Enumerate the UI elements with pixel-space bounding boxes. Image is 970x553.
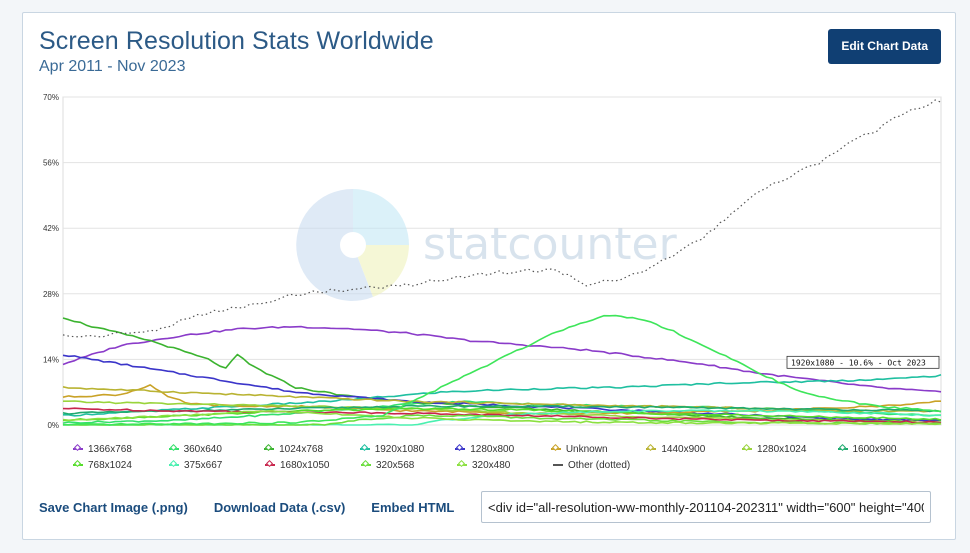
series-line-360x640 [62,400,942,424]
y-tick-label: 14% [43,355,59,364]
legend-label: 768x1024 [88,459,132,471]
legend-label: 1366x768 [88,443,132,455]
legend-item[interactable]: 1366x768 [73,444,169,455]
tooltip-text: 1920x1080 - 10.6% - Oct 2023 [791,358,926,367]
legend-swatch [265,464,275,466]
legend-swatch [457,464,467,466]
chart-legend: 1366x768 360x640 1024x768 1920x1080 1280x800… [73,441,933,473]
embed-html-link[interactable]: Embed HTML [371,499,455,515]
embed-code-input[interactable] [481,491,931,523]
chart-card: Screen Resolution Stats Worldwide Apr 20… [22,12,956,540]
y-tick-label: 70% [43,93,59,102]
legend-item[interactable]: 1024x768 [264,444,360,455]
legend-item[interactable]: 360x640 [168,443,265,455]
legend-swatch [361,464,371,466]
legend-row: 768x1024 375x667 1680x1050 320x568 320x480 Ot… [73,457,933,473]
series-line-1366x768 [62,325,942,393]
legend-swatch [73,448,83,450]
series-line-768x1024 [62,407,942,422]
series-line-360x800-green-hump [62,314,942,426]
series-line-320x568 [62,414,942,426]
watermark-slice [296,188,373,301]
save-chart-image-link[interactable]: Save Chart Image (.png) [39,499,188,515]
legend-swatch [73,464,83,466]
watermark-text: statcounter [423,219,678,270]
series-line-1680x1050 [62,407,942,424]
watermark-slice [353,189,409,245]
legend-label: 375x667 [184,459,223,471]
series-line-other-dotted [62,99,942,338]
watermark-hole [340,232,366,258]
legend-label: 320x480 [472,459,511,471]
hover-tooltip: 1920x1080 - 10.6% - Oct 2023 [786,355,940,369]
legend-label: 1600x900 [852,443,897,455]
download-data-link[interactable]: Download Data (.csv) [213,499,346,515]
legend-item[interactable]: 1920x1080 [359,443,456,455]
legend-label: Other (dotted) [568,459,631,471]
chart-footer: Save Chart Image (.png) Download Data (.… [39,489,939,525]
legend-item[interactable]: 1680x1050 [265,460,361,471]
legend-item[interactable]: 1280x800 [455,444,551,455]
legend-item[interactable]: 320x568 [361,460,457,471]
legend-label: 1440x900 [661,443,706,455]
legend-swatch [169,464,179,466]
legend-item[interactable]: Unknown [550,443,647,455]
legend-item[interactable]: 1440x900 [646,444,742,455]
y-tick-label: 28% [43,290,59,299]
legend-label: 1920x1080 [374,443,425,455]
plot-frame [62,96,942,426]
legend-item[interactable]: 1280x1024 [741,443,838,455]
legend-swatch [646,448,657,450]
y-tick-label: 56% [43,159,59,168]
legend-swatch [741,448,752,450]
series-line-1440x900 [62,386,942,413]
legend-item[interactable]: 320x480 [457,460,553,471]
legend-swatch [550,448,561,450]
y-tick-label: 0% [47,421,59,430]
legend-swatch [168,448,179,450]
series-line-320x480 [62,410,942,426]
series-line-1600x900 [62,404,942,415]
legend-label: 360x640 [183,443,222,455]
series-line-1280x800 [62,354,942,422]
series-line-1280x1024 [63,400,942,424]
legend-label: 1280x1024 [756,443,807,455]
statcounter-watermark: statcounter [296,188,678,301]
legend-item[interactable]: 375x667 [169,460,265,471]
series-line-375x667 [62,409,942,426]
legend-item[interactable]: Other (dotted) [553,460,649,471]
y-tick-label: 42% [43,224,59,233]
legend-swatch [264,448,275,450]
legend-label: 1024x768 [279,443,324,455]
date-range-subtitle: Apr 2011 - Nov 2023 [39,58,186,75]
series-line-unknown [62,384,941,415]
legend-label: 1680x1050 [280,459,330,471]
legend-item[interactable]: 1600x900 [837,443,934,455]
watermark-slice [353,245,409,297]
legend-item[interactable]: 768x1024 [73,460,169,471]
legend-swatch [455,448,466,450]
edit-chart-data-button[interactable]: Edit Chart Data [828,29,941,64]
series-line-1920x1080 [63,373,942,417]
tooltip-box [786,355,940,369]
legend-label: 1280x800 [470,443,515,455]
legend-label: Unknown [565,443,608,455]
legend-row: 1366x768 360x640 1024x768 1920x1080 1280x800… [73,441,933,457]
series-line-1024x768 [62,317,942,423]
legend-swatch [359,448,370,450]
page-title: Screen Resolution Stats Worldwide [39,27,434,55]
legend-label: 320x568 [376,459,415,471]
legend-swatch [553,464,563,466]
legend-swatch [837,448,848,450]
